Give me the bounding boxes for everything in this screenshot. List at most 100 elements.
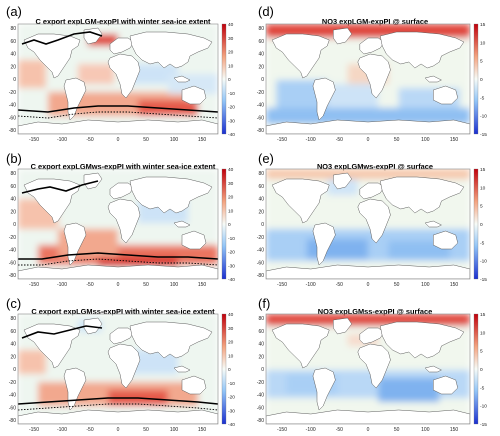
lat-tick-label: 20 — [10, 64, 16, 70]
colorbar-tick-label: -20 — [228, 105, 235, 111]
lat-tick-label: -40 — [257, 248, 264, 254]
lon-tick-label: 0 — [117, 282, 120, 288]
colorbar-tick-label: -40 — [228, 422, 235, 428]
panel-title: NO3 expLGMws-expPI @ surface — [316, 162, 434, 171]
colorbar — [473, 168, 479, 280]
lat-tick-label: 40 — [258, 52, 264, 58]
colorbar-tick-label: -40 — [228, 277, 235, 283]
lat-tick-label: -60 — [9, 115, 16, 121]
lon-tick-label: 150 — [450, 427, 459, 433]
lon-tick-label: 50 — [394, 137, 400, 143]
lon-tick-label: 0 — [367, 427, 370, 433]
lat-tick-label: 0 — [261, 77, 264, 83]
colorbar-tick-label: -15 — [480, 422, 487, 428]
lat-tick-label: 0 — [13, 222, 16, 228]
lon-tick-label: -100 — [306, 427, 316, 433]
colorbar-tick-label: 5 — [480, 204, 483, 210]
panel-label: (f) — [258, 296, 271, 311]
lat-tick-label: -20 — [9, 235, 16, 241]
lon-tick-label: 0 — [367, 137, 370, 143]
lat-tick-label: 40 — [10, 52, 16, 58]
panel-d: (d) NO3 expLGM-expPI @ surface — [250, 0, 500, 145]
colorbar-tick-label: -5 — [480, 95, 485, 101]
colorbar-tick-label: 10 — [480, 185, 486, 191]
lat-tick-label: -20 — [9, 380, 16, 386]
colorbar-tick-label: -10 — [480, 259, 487, 265]
panel-b: (b) C export expLGMws-expPI with winter … — [0, 145, 250, 290]
map-frame — [265, 23, 471, 135]
lat-tick-label: -80 — [9, 128, 16, 134]
lat-tick-label: 20 — [10, 209, 16, 215]
panel-title: NO3 expLGMss-expPI @ surface — [317, 307, 433, 316]
lon-tick-label: 50 — [143, 427, 149, 433]
colorbar-tick-label: 20 — [228, 50, 234, 56]
colorbar-tick-label: -5 — [480, 240, 485, 246]
lon-tick-label: -150 — [29, 282, 39, 288]
lat-tick-label: 60 — [258, 39, 264, 45]
colorbar-tick-label: 20 — [228, 195, 234, 201]
lon-tick-label: -100 — [57, 427, 67, 433]
lat-tick-label: 80 — [10, 171, 16, 177]
lon-tick-label: 150 — [198, 427, 207, 433]
panel-label: (e) — [258, 151, 274, 166]
colorbar-tick-label: 0 — [228, 367, 231, 373]
colorbar-tick-label: 30 — [228, 36, 234, 42]
lat-tick-label: 60 — [10, 329, 16, 335]
lat-tick-label: -20 — [9, 90, 16, 96]
lon-tick-label: 0 — [367, 282, 370, 288]
lon-tick-label: 100 — [170, 137, 179, 143]
lon-tick-label: -50 — [336, 137, 343, 143]
panel-f: (f) NO3 expLGMss-expPI @ surface — [250, 290, 500, 436]
lon-tick-label: 150 — [198, 282, 207, 288]
lat-tick-label: -60 — [257, 260, 264, 266]
lat-tick-label: -40 — [9, 248, 16, 254]
map-frame — [17, 313, 219, 425]
colorbar-tick-label: 10 — [480, 330, 486, 336]
colorbar-tick-label: 30 — [228, 181, 234, 187]
colorbar-tick-label: -10 — [228, 381, 235, 387]
lat-tick-label: 80 — [258, 26, 264, 32]
lon-tick-label: -50 — [336, 282, 343, 288]
lat-tick-label: 60 — [258, 184, 264, 190]
map-frame — [265, 168, 471, 280]
map-frame — [265, 313, 471, 425]
colorbar-tick-label: -30 — [228, 408, 235, 414]
lon-tick-label: -50 — [336, 427, 343, 433]
lat-tick-label: 80 — [258, 171, 264, 177]
lon-tick-label: -150 — [29, 427, 39, 433]
panel-title: NO3 expLGM-expPI @ surface — [321, 17, 429, 26]
colorbar-tick-label: -10 — [228, 91, 235, 97]
lon-tick-label: -150 — [29, 137, 39, 143]
colorbar-tick-label: 15 — [480, 22, 486, 28]
lon-tick-label: 100 — [421, 427, 430, 433]
panel-label: (a) — [6, 4, 22, 19]
colorbar-tick-label: 0 — [480, 367, 483, 373]
lat-tick-label: 0 — [13, 367, 16, 373]
lon-tick-label: -150 — [277, 137, 287, 143]
lon-tick-label: -100 — [57, 137, 67, 143]
lon-tick-label: 50 — [143, 282, 149, 288]
lon-tick-label: 0 — [117, 137, 120, 143]
lon-tick-label: 50 — [394, 282, 400, 288]
lat-tick-label: -20 — [257, 90, 264, 96]
lon-tick-label: 150 — [450, 282, 459, 288]
lat-tick-label: -40 — [257, 103, 264, 109]
lat-tick-label: 80 — [258, 316, 264, 322]
lon-tick-label: 50 — [143, 137, 149, 143]
panel-a: (a) C export expLGM-expPI with winter se… — [0, 0, 250, 145]
colorbar-tick-label: 15 — [480, 167, 486, 173]
colorbar-tick-label: 40 — [228, 167, 234, 173]
colorbar-tick-label: -15 — [480, 132, 487, 138]
sea-ice-contour — [18, 252, 218, 260]
colorbar-tick-label: -40 — [228, 132, 235, 138]
lat-tick-label: -60 — [9, 260, 16, 266]
lat-tick-label: -20 — [257, 235, 264, 241]
colorbar-tick-label: -10 — [480, 114, 487, 120]
colorbar-tick-label: 30 — [228, 326, 234, 332]
lon-tick-label: 0 — [117, 427, 120, 433]
panel-title: C export expLGM-expPI with winter sea-ic… — [35, 17, 211, 26]
lat-tick-label: -20 — [257, 380, 264, 386]
